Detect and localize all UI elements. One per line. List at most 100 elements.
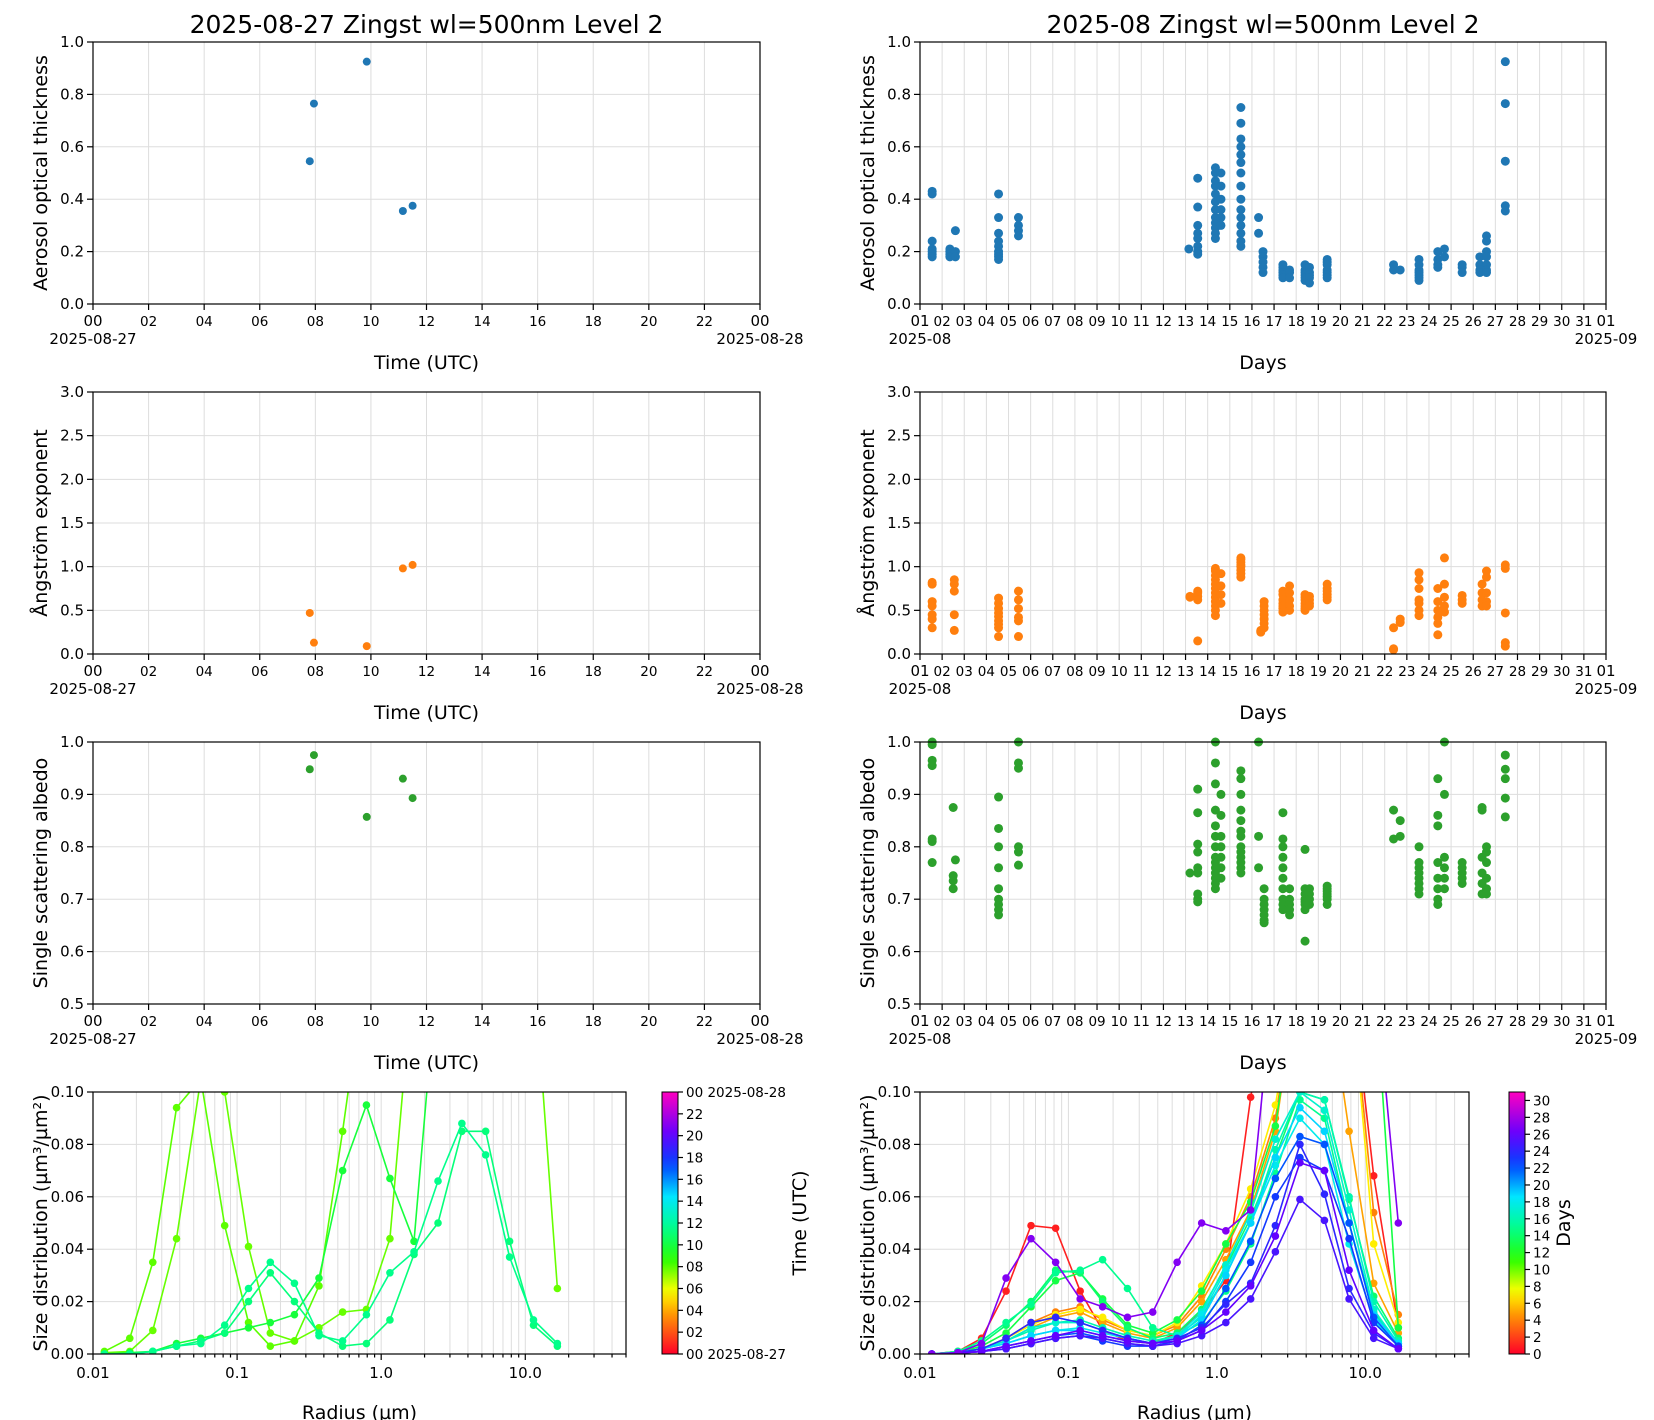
x-tick-label: 0.1: [225, 1364, 249, 1382]
y-tick-label: 0.0: [887, 295, 911, 313]
size-data-point: [1222, 1308, 1230, 1316]
data-point: [408, 560, 417, 569]
size-data-point: [1320, 1166, 1329, 1175]
data-point: [309, 751, 318, 760]
size-data-point: [1321, 957, 1329, 965]
size-data-point: [1222, 1284, 1230, 1293]
y-axis-label: Ångström exponent: [856, 429, 879, 617]
data-point: [1216, 213, 1226, 223]
size-data-point: [338, 1337, 347, 1345]
data-point: [1482, 268, 1492, 278]
data-point: [1439, 553, 1449, 563]
size-data-point: [1271, 1135, 1280, 1143]
data-point: [1457, 878, 1467, 888]
data-point: [408, 201, 417, 210]
data-point: [1500, 793, 1510, 803]
size-data-point: [315, 1331, 323, 1340]
colorbar-gradient: [1508, 1091, 1526, 1355]
data-point: [1395, 618, 1405, 628]
data-point: [927, 601, 937, 611]
size-data-point: [1321, 957, 1329, 965]
size-data-point: [1296, 957, 1304, 965]
x-tick-label: 10: [362, 664, 379, 680]
data-point: [1236, 241, 1246, 251]
x-tick-label: 19: [1310, 1014, 1327, 1030]
size-data-point: [244, 1324, 253, 1332]
x-tick-label: 20: [640, 1014, 657, 1030]
size-data-point: [434, 957, 442, 965]
size-data-point: [1002, 1342, 1010, 1350]
data-point: [1193, 868, 1203, 878]
data-point: [1395, 831, 1405, 841]
size-data-point: [315, 1274, 323, 1282]
size-data-point: [1271, 1232, 1280, 1240]
x-tick-label: 16: [529, 314, 546, 330]
size-data-point: [1002, 1318, 1010, 1327]
size-data-point: [386, 1316, 394, 1324]
data-point: [1414, 568, 1424, 578]
data-point: [1304, 899, 1314, 909]
x-tick-label: 25: [1443, 664, 1460, 680]
data-point: [1216, 831, 1226, 841]
size-series-group: [927, 957, 1403, 1354]
data-point: [1210, 758, 1220, 768]
data-point: [948, 884, 958, 894]
size-data-point: [1345, 1206, 1353, 1214]
data-point: [1210, 779, 1220, 789]
x-tick-label: 06: [1022, 1014, 1039, 1030]
data-point: [1185, 868, 1195, 878]
size-series-line: [931, 1092, 1400, 1354]
x-tick-label: 19: [1310, 314, 1327, 330]
size-data-point: [338, 1308, 347, 1316]
size-data-point: [482, 957, 490, 965]
data-point: [1210, 234, 1220, 243]
colorbar-tick-label: 00 2025-08-28: [686, 1085, 786, 1101]
colorbar-tick-label: 04: [686, 1303, 703, 1319]
size-data-point: [1027, 1324, 1035, 1332]
data-point: [1500, 206, 1510, 216]
size-data-point: [434, 1177, 442, 1185]
x-tick-label: 31: [1575, 314, 1592, 330]
size-data-point: [506, 957, 514, 965]
size-data-point: [197, 1075, 205, 1083]
x-tick-label: 14: [1199, 1014, 1216, 1030]
data-point: [1278, 884, 1288, 894]
data-point: [927, 858, 937, 868]
data-point: [309, 99, 318, 108]
data-point: [1500, 750, 1510, 760]
colorbar-tick-label: 24: [1533, 1144, 1550, 1160]
size-data-point: [1197, 1219, 1206, 1227]
data-point: [1278, 852, 1288, 862]
data-point: [994, 254, 1004, 264]
size-data-point: [1296, 957, 1304, 965]
panel-title: 2025-08-27 Zingst wl=500nm Level 2: [190, 10, 664, 39]
colorbar-tick-label: 20: [1533, 1178, 1550, 1194]
x-tick-label: 20: [1332, 314, 1349, 330]
data-point: [1193, 173, 1203, 183]
size-data-point: [481, 1151, 490, 1159]
colorbar-label: Time (UTC): [789, 1170, 811, 1276]
data-point: [1013, 847, 1023, 857]
data-point: [1414, 842, 1424, 852]
size-data-point: [172, 1103, 181, 1112]
x-tick-label: 08: [1066, 314, 1083, 330]
data-point: [1210, 611, 1220, 621]
colorbar-gradient: [661, 1091, 679, 1355]
data-point: [1439, 252, 1449, 262]
colorbar-tick-label: 0: [1533, 1347, 1542, 1363]
data-point: [1193, 847, 1203, 857]
size-data-point: [386, 1234, 394, 1243]
size-data-point: [1123, 1337, 1132, 1345]
colorbar-tick-label: 22: [1533, 1161, 1550, 1177]
size-data-point: [1098, 1255, 1107, 1264]
size-data-point: [1076, 1326, 1084, 1335]
size-data-point: [1076, 1331, 1084, 1340]
data-point: [1389, 645, 1399, 655]
x-tick-label: 05: [1000, 664, 1017, 680]
colorbar-tick-label: 14: [686, 1194, 703, 1210]
size-data-point: [338, 1342, 347, 1350]
size-data-point: [1222, 1271, 1230, 1280]
panel-month-size: 0.01 0.1 1.0 10.0 0.00 0.02 0.04 0.06 0.08 0.10Si…: [857, 957, 1470, 1420]
x-tick-label: 16: [1243, 1014, 1260, 1030]
